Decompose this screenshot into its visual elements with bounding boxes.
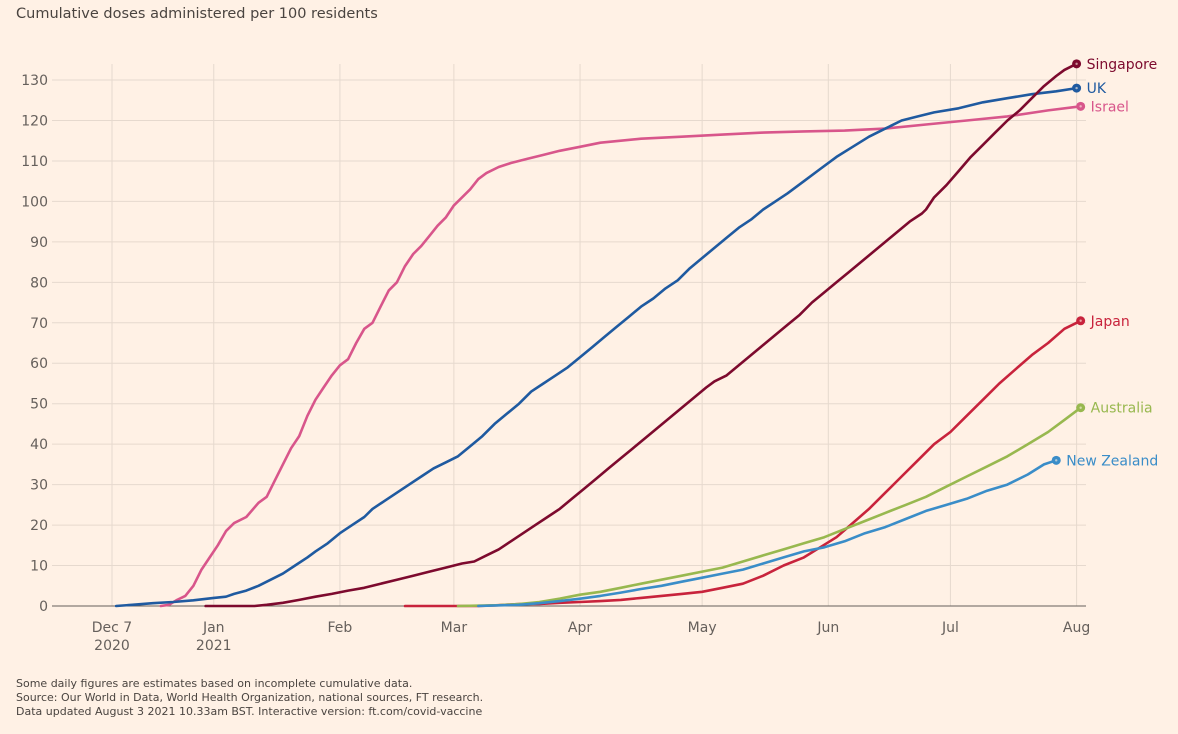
y-tick-label: 100: [21, 194, 48, 210]
y-tick-label: 10: [30, 559, 48, 575]
x-tick-label: Jul: [941, 620, 959, 636]
line-chart: 0 10 20 30 40 50 60 70 80 90 100 110 120 130 Dec 7 202…: [21, 57, 1158, 654]
x-tick-label: Dec 7: [92, 620, 132, 636]
y-tick-label: 110: [21, 154, 48, 170]
y-tick-label: 20: [30, 518, 48, 534]
x-axis-ticks: Dec 7 2020 Jan 2021 Feb Mar Apr May Jun Jul Aug: [92, 620, 1090, 654]
series-line-japan: [403, 319, 1082, 608]
series-end-marker-dot: [1079, 406, 1082, 409]
y-tick-label: 50: [30, 397, 48, 413]
x-tick-label: Apr: [568, 620, 592, 636]
series-end-marker-dot: [1075, 86, 1078, 90]
series-label-singapore: Singapore: [1087, 57, 1158, 73]
y-tick-label: 60: [30, 356, 48, 372]
footnote-source: Source: Our World in Data, World Health …: [16, 691, 484, 704]
y-tick-label: 120: [21, 113, 48, 129]
footnote-estimates: Some daily figures are estimates based o…: [16, 677, 413, 690]
series-labels: Israel UK Singapore Japan Australia New Zeala…: [1051, 57, 1158, 469]
y-tick-label: 0: [39, 599, 48, 615]
x-tick-label: Jan: [202, 620, 225, 636]
series-end-marker-dot: [1079, 105, 1082, 108]
y-tick-label: 80: [30, 275, 48, 291]
x-tick-label: Aug: [1063, 620, 1090, 636]
x-tick-sublabel: 2020: [94, 638, 130, 654]
x-tick-label: May: [688, 620, 717, 636]
series-end-marker-dot: [1055, 459, 1058, 462]
series-line-australia: [456, 406, 1082, 608]
series-label-uk: UK: [1087, 81, 1107, 97]
footnote-updated: Data updated August 3 2021 10.33am BST. …: [16, 705, 483, 718]
series-label-japan: Japan: [1090, 314, 1130, 330]
y-tick-label: 130: [21, 73, 48, 89]
y-tick-label: 90: [30, 235, 48, 251]
x-tick-label: Jun: [816, 620, 839, 636]
series-lines: [114, 62, 1082, 608]
x-tick-sublabel: 2021: [196, 638, 232, 654]
series-end-marker-dot: [1079, 319, 1082, 322]
x-tick-label: Mar: [441, 620, 468, 636]
series-line-uk: [114, 86, 1078, 608]
series-line-israel: [159, 105, 1082, 608]
chart-title: Cumulative doses administered per 100 re…: [16, 6, 378, 22]
gridlines: [52, 64, 1086, 606]
y-axis-ticks: 0 10 20 30 40 50 60 70 80 90 100 110 120 130: [21, 73, 48, 615]
series-label-israel: Israel: [1091, 99, 1129, 115]
x-tick-label: Feb: [328, 620, 353, 636]
series-line-new-zealand: [477, 459, 1058, 608]
y-tick-label: 30: [30, 478, 48, 494]
series-label-new-zealand: New Zealand: [1066, 453, 1158, 469]
series-line-singapore: [204, 62, 1078, 608]
series-end-marker-dot: [1075, 62, 1078, 66]
series-label-australia: Australia: [1091, 401, 1153, 417]
y-tick-label: 70: [30, 316, 48, 332]
y-tick-label: 40: [30, 437, 48, 453]
